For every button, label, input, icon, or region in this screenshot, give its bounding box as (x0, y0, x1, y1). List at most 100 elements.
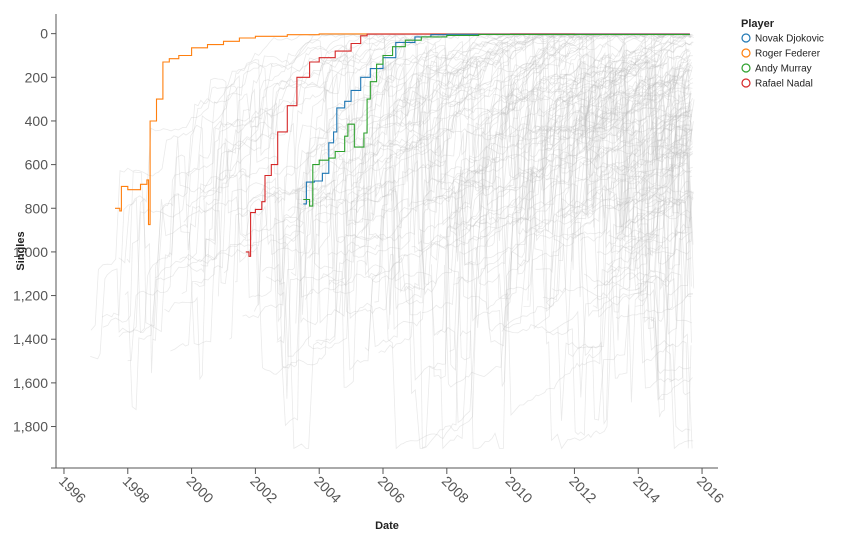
background-player-line (249, 66, 690, 323)
background-player-line (374, 91, 690, 303)
background-player-line (314, 34, 690, 217)
background-player-line (608, 138, 692, 240)
x-tick-label: 2000 (183, 473, 216, 506)
background-player-line (610, 109, 692, 237)
background-player-line (642, 136, 694, 206)
background-player-line (431, 55, 693, 379)
background-player-line (523, 67, 691, 307)
background-player-line (304, 81, 692, 300)
background-player-line (624, 156, 694, 400)
legend-label: Andy Murray (755, 64, 812, 75)
background-player-line (436, 66, 692, 424)
background-player-line (291, 96, 692, 450)
background-player-line (615, 293, 693, 320)
background-player-line (101, 34, 693, 334)
background-player-line (541, 47, 691, 191)
legend-label: Rafael Nadal (755, 79, 813, 90)
y-tick-label: 1,800 (13, 419, 48, 435)
background-player-line (124, 34, 693, 411)
background-player-line (403, 34, 691, 450)
background-player-line (328, 44, 693, 450)
background-player-line (345, 87, 694, 450)
background-player-line (309, 67, 690, 425)
background-player-line (90, 34, 692, 360)
background-player-line (453, 34, 694, 285)
background-player-line (522, 65, 693, 270)
background-player-line (592, 119, 692, 310)
background-player-line (265, 34, 694, 283)
x-tick-label: 2002 (247, 473, 280, 506)
x-axis: 1996 1998 2000 2002 2004 2006 2008 2010 2012 2014… (56, 467, 727, 506)
background-player-line (535, 77, 693, 274)
background-player-line (361, 34, 691, 237)
series-line-roger-federer (115, 33, 690, 226)
background-player-line (152, 36, 692, 341)
background-player-line (217, 39, 694, 337)
background-player-line (321, 52, 691, 282)
background-player-line (527, 39, 690, 301)
background-player-line (187, 34, 692, 371)
background-player-line (242, 40, 693, 361)
background-player-line (593, 151, 693, 290)
series-line-rafael-nadal (245, 33, 690, 257)
background-player-line (118, 36, 691, 338)
background-player-line (635, 124, 690, 202)
background-player-line (569, 59, 691, 203)
background-player-line (183, 34, 690, 240)
y-axis: 0 200 400 600 800 1,000 1,200 1,400 1,600 1,800 (13, 14, 57, 469)
background-player-line (616, 129, 691, 255)
background-player-line (274, 39, 691, 433)
background-player-line (623, 145, 694, 287)
background-player-line (315, 68, 695, 449)
background-player-line (348, 34, 693, 292)
background-player-line (459, 41, 693, 449)
y-tick-label: 0 (40, 26, 48, 42)
background-player-line (623, 194, 691, 269)
legend-label: Roger Federer (755, 49, 821, 60)
highlighted-player-lines (115, 33, 690, 257)
background-player-line (118, 34, 693, 399)
background-player-line (378, 92, 694, 354)
background-player-line (278, 34, 690, 241)
y-tick-label: 800 (25, 200, 49, 216)
background-player-line (582, 63, 691, 216)
background-player-line (90, 33, 693, 331)
background-player-line (455, 37, 691, 244)
background-player-line (449, 41, 695, 352)
background-player-line (476, 55, 691, 196)
background-player-line (181, 34, 692, 450)
background-player-line (170, 77, 693, 427)
background-player-line (469, 60, 691, 396)
background-player-line (475, 144, 693, 383)
background-player-line (155, 77, 691, 375)
background-player-line (234, 56, 691, 283)
legend-symbol (741, 63, 751, 73)
background-player-line (411, 34, 691, 253)
background-player-line (642, 190, 692, 418)
x-tick-label: 1998 (120, 473, 153, 506)
x-tick-label: 2010 (503, 473, 536, 506)
legend-items: Novak Djokovic Roger Federer Andy Murray Ra… (741, 33, 824, 90)
x-axis-title: Date (375, 520, 399, 532)
background-player-line (297, 34, 691, 335)
background-player-line (604, 101, 691, 210)
background-player-line (464, 48, 690, 213)
background-player-line (202, 34, 691, 241)
background-player-line (452, 90, 692, 229)
background-player-line (551, 71, 691, 199)
x-tick-label: 2016 (694, 473, 727, 506)
background-player-line (200, 34, 692, 379)
background-player-line (567, 129, 693, 449)
legend-symbol (741, 78, 751, 88)
y-tick-label: 400 (25, 113, 49, 129)
background-player-line (636, 126, 693, 235)
background-player-line (422, 54, 690, 314)
background-player-line (306, 34, 690, 259)
background-player-line (200, 34, 693, 194)
background-player-line (505, 72, 693, 301)
background-player-line (223, 94, 691, 375)
background-player-line (546, 284, 692, 449)
background-player-line (634, 192, 692, 324)
background-player-line (298, 34, 692, 324)
background-player-line (512, 125, 692, 312)
